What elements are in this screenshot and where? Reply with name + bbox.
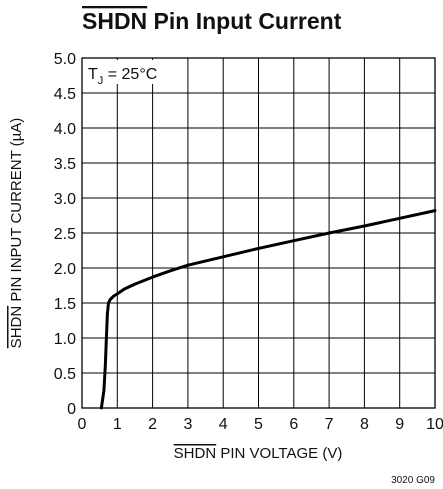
y-tick-label: 1.5: [54, 296, 76, 313]
x-tick-label: 1: [113, 416, 122, 433]
x-tick-label: 5: [254, 416, 263, 433]
temperature-annotation: TJ = 25°C: [88, 66, 157, 87]
y-axis-label-overline: SHDN: [8, 306, 25, 349]
chart-title: SHDN Pin Input Current: [82, 8, 342, 34]
chart-title-rest: Pin Input Current: [147, 8, 342, 34]
annotation-background: [84, 60, 168, 84]
x-tick-label: 8: [360, 416, 369, 433]
x-axis-label: SHDN PIN VOLTAGE (V): [174, 445, 343, 462]
y-tick-label: 0.5: [54, 366, 76, 383]
chart-title-overline: SHDN: [82, 8, 147, 34]
y-tick-label: 4.5: [54, 86, 76, 103]
y-axis-label-rest: PIN INPUT CURRENT (µA): [8, 118, 25, 306]
x-tick-label: 6: [289, 416, 298, 433]
series-line: [99, 209, 437, 410]
x-tick-label: 7: [325, 416, 334, 433]
x-axis-label-overline: SHDN: [174, 445, 217, 462]
y-tick-label: 5.0: [54, 51, 76, 68]
y-tick-label: 4.0: [54, 121, 76, 138]
annotation-sub: J: [98, 75, 104, 87]
y-tick-label: 2.5: [54, 226, 76, 243]
y-tick-labels: 0 0.5 1.0 1.5 2.0 2.5 3.0 3.5 4.0 4.5 5.0: [54, 51, 76, 418]
x-axis-label-rest: PIN VOLTAGE (V): [216, 445, 342, 462]
annotation-prefix: T: [88, 66, 98, 83]
x-tick-label: 9: [395, 416, 404, 433]
y-axis-label: SHDN PIN INPUT CURRENT (µA): [8, 118, 25, 349]
x-tick-label: 3: [183, 416, 192, 433]
x-tick-label: 2: [148, 416, 157, 433]
grid: [81, 57, 436, 409]
y-tick-label: 1.0: [54, 331, 76, 348]
x-tick-label: 4: [219, 416, 228, 433]
figure-id: 3020 G09: [391, 475, 435, 486]
x-tick-labels: 0 1 2 3 4 5 6 7 8 9 10: [78, 416, 443, 433]
x-tick-label: 0: [78, 416, 87, 433]
y-tick-label: 3.5: [54, 156, 76, 173]
y-tick-label: 3.0: [54, 191, 76, 208]
y-tick-label: 0: [67, 401, 76, 418]
y-tick-label: 2.0: [54, 261, 76, 278]
x-tick-label: 10: [426, 416, 443, 433]
plot-frame: [81, 57, 436, 409]
annotation-suffix: = 25°C: [103, 66, 157, 83]
